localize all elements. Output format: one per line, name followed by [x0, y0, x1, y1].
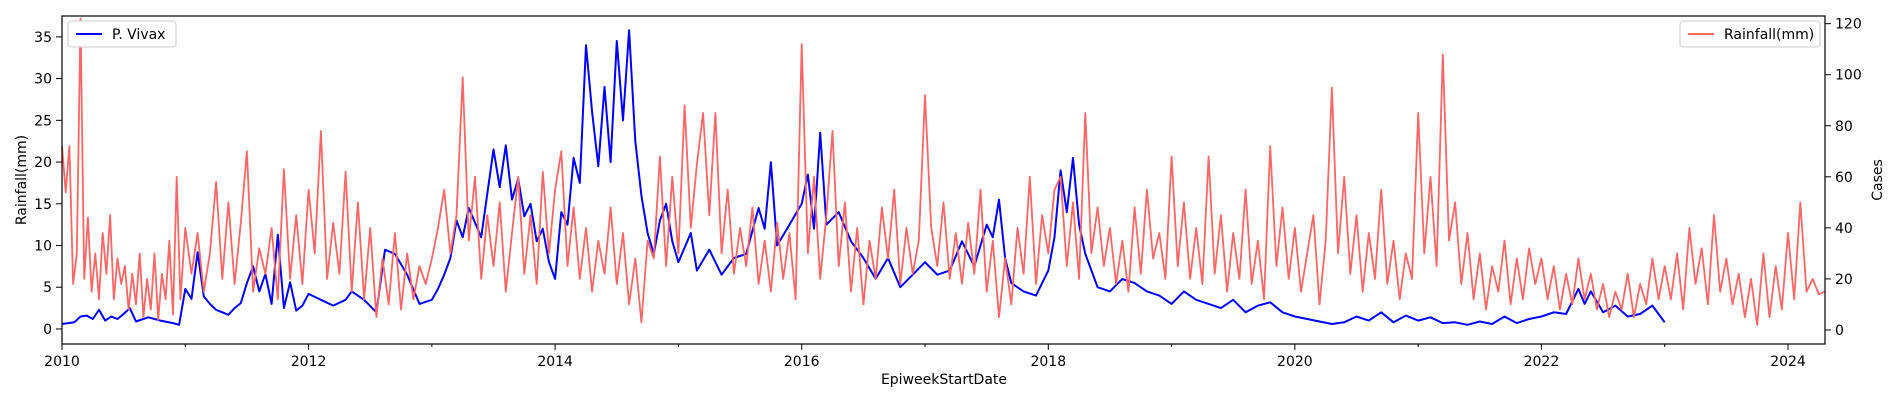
legend-right-label: Rainfall(mm) [1724, 27, 1814, 43]
y-left-tick-label: 30 [34, 72, 52, 88]
y-left-tick-label: 35 [34, 30, 52, 46]
y-axis-left-label: Rainfall(mm) [14, 135, 30, 225]
y-axis-right: 0 20 40 60 80 100 120 [1825, 17, 1862, 339]
y-right-tick-label: 40 [1835, 221, 1853, 237]
legend-left: P. Vivax [67, 20, 177, 48]
x-tick-label: 2012 [291, 354, 327, 370]
series-line-rainfall [61, 17, 1826, 326]
x-tick-label: 2016 [784, 354, 820, 370]
legend-left-label: P. Vivax [112, 27, 165, 43]
y-left-tick-label: 10 [34, 239, 52, 255]
y-left-tick-label: 25 [34, 113, 52, 129]
y-left-tick-label: 5 [43, 280, 52, 296]
x-tick-label: 2018 [1030, 354, 1066, 370]
series-line-p-vivax [61, 29, 1666, 326]
y-right-tick-label: 100 [1835, 68, 1862, 84]
x-tick-label: 2020 [1277, 354, 1313, 370]
x-axis: 2010 2012 2014 2016 2018 2020 2022 2024 [44, 344, 1806, 370]
legend-right: Rainfall(mm) [1679, 20, 1821, 48]
x-tick-label: 2022 [1524, 354, 1560, 370]
y-axis-left: 0 5 10 15 20 25 30 35 [34, 30, 62, 338]
plot-lines [61, 17, 1826, 326]
legend-right-box [1679, 20, 1821, 48]
y-right-tick-label: 60 [1835, 170, 1853, 186]
y-left-tick-label: 15 [34, 197, 52, 213]
legend-left-box [67, 20, 177, 48]
y-left-tick-label: 20 [34, 155, 52, 171]
y-right-tick-label: 80 [1835, 119, 1853, 135]
x-tick-label: 2024 [1770, 354, 1806, 370]
y-right-tick-label: 120 [1835, 17, 1862, 33]
y-axis-right-label: Cases [1870, 159, 1886, 201]
x-tick-label: 2010 [44, 354, 80, 370]
x-tick-label: 2014 [537, 354, 573, 370]
x-axis-label: EpiweekStartDate [881, 372, 1007, 388]
y-right-tick-label: 20 [1835, 272, 1853, 288]
y-right-tick-label: 0 [1835, 323, 1844, 339]
y-left-tick-label: 0 [43, 322, 52, 338]
plot-frame [61, 15, 1826, 345]
